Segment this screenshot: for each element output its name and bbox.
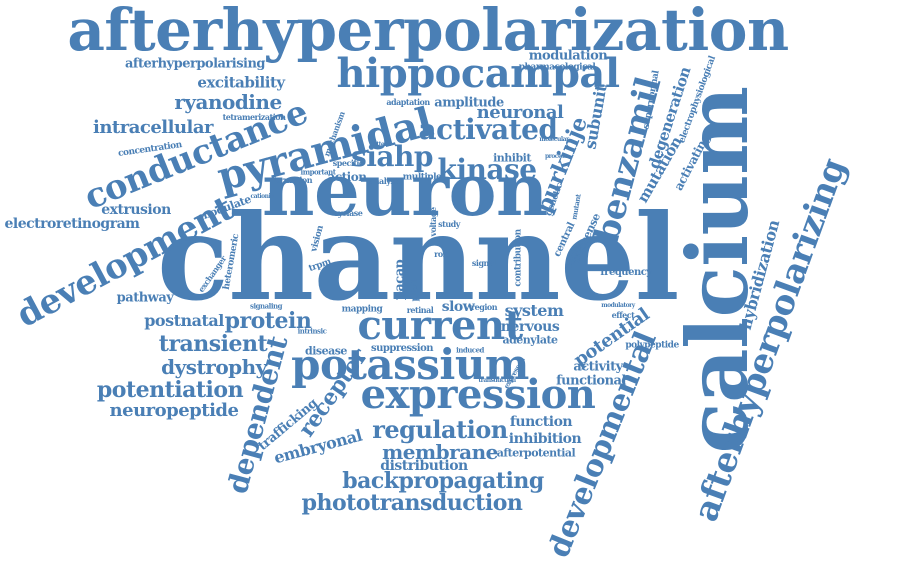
word-contribution: contribution	[513, 229, 524, 287]
word-tetramerization: tetramerization	[222, 112, 286, 122]
word-intracellular: intracellular	[92, 117, 214, 138]
word-effect: effect	[611, 310, 635, 320]
word-role: role	[434, 249, 450, 259]
word-adenylate: adenylate	[502, 333, 558, 347]
word-cyclase: cyclase	[333, 208, 363, 218]
word-functional: functional	[556, 373, 626, 389]
word-ryanodine: ryanodine	[174, 90, 282, 114]
word-formation: formation	[271, 175, 313, 185]
word-pitx1: pitx1	[410, 278, 421, 302]
word-process: process	[544, 153, 568, 160]
word-transduction: transduction	[478, 377, 516, 384]
word-postnatal: postnatal	[144, 311, 224, 330]
word-siahp: siahp	[351, 140, 433, 173]
word-region: region	[470, 302, 498, 312]
word-nervous: nervous	[500, 319, 560, 335]
word-regulation: regulation	[372, 415, 508, 444]
word-pattern: pattern	[369, 141, 391, 148]
word-retinal: retinal	[406, 305, 434, 315]
word-backpropagating: backpropagating	[342, 468, 544, 494]
word-induced: induced	[456, 345, 484, 355]
word-inhibit: inhibit	[493, 151, 531, 165]
word-disease: disease	[305, 344, 347, 358]
word-frequency: frequency	[600, 267, 652, 278]
word-afterhyperpolarising: afterhyperpolarising	[124, 56, 266, 72]
word-activated: activated	[418, 113, 559, 146]
word-neuronal: neuronal	[476, 102, 564, 123]
word-important: important	[300, 167, 336, 177]
word-distribution: distribution	[380, 458, 468, 474]
word-signaling: signaling	[250, 301, 282, 311]
word-inhibition: inhibition	[508, 431, 582, 447]
word-study: study	[438, 219, 460, 229]
word-amplitude: amplitude	[434, 95, 504, 111]
word-pharmacological: pharmacological	[518, 62, 596, 73]
word-signal: signal	[471, 258, 497, 268]
word-channel: channel	[156, 188, 680, 327]
word-afterpotential: afterpotential	[496, 446, 576, 460]
word-membrane: membrane	[382, 440, 498, 464]
word-transient: transient	[158, 331, 268, 357]
word-mapping: mapping	[341, 304, 383, 315]
word-afterhyperpolarization: afterhyperpolarization	[67, 0, 789, 64]
word-analysis: analysis	[369, 176, 401, 186]
word-action: action	[327, 170, 367, 184]
word-kinase: kinase	[437, 153, 537, 186]
word-hippocampal: hippocampal	[336, 50, 620, 97]
word-modulatory: modulatory	[601, 302, 635, 309]
word-phototransduction: phototransduction	[301, 490, 523, 516]
word-pacap: pacap	[392, 259, 408, 301]
word-protein: protein	[224, 308, 312, 334]
word-pathway: pathway	[116, 290, 174, 306]
word-neuropeptide: neuropeptide	[109, 400, 239, 421]
word-polypeptide: polypeptide	[625, 340, 679, 351]
word-intrinsic: intrinsic	[297, 326, 327, 336]
word-expression: expression	[360, 371, 596, 418]
word-potassium: potassium	[291, 340, 529, 389]
word-activity: activity	[573, 359, 623, 375]
word-molecular: molecular	[539, 136, 569, 143]
word-system: system	[504, 301, 564, 320]
word-modulation: modulation	[528, 48, 608, 64]
word-slow: slow	[441, 299, 475, 315]
word-voltage: voltage	[428, 207, 438, 237]
word-multiple: multiple	[402, 172, 442, 183]
word-specific: specific	[332, 158, 364, 168]
word-cationic: cationic	[250, 193, 274, 200]
word-excitability: excitability	[197, 73, 285, 92]
word-electroretinogram: electroretinogram	[4, 216, 140, 232]
word-extrusion: extrusion	[101, 202, 171, 218]
word-current: current	[357, 302, 523, 349]
word-neuron: neuron	[262, 147, 548, 232]
word-adaptation: adaptation	[386, 97, 430, 107]
word-suppression: suppression	[370, 343, 434, 354]
word-dystrophy: dystrophy	[161, 355, 267, 379]
word-function: function	[509, 414, 573, 430]
word-potentiation: potentiation	[96, 377, 244, 403]
